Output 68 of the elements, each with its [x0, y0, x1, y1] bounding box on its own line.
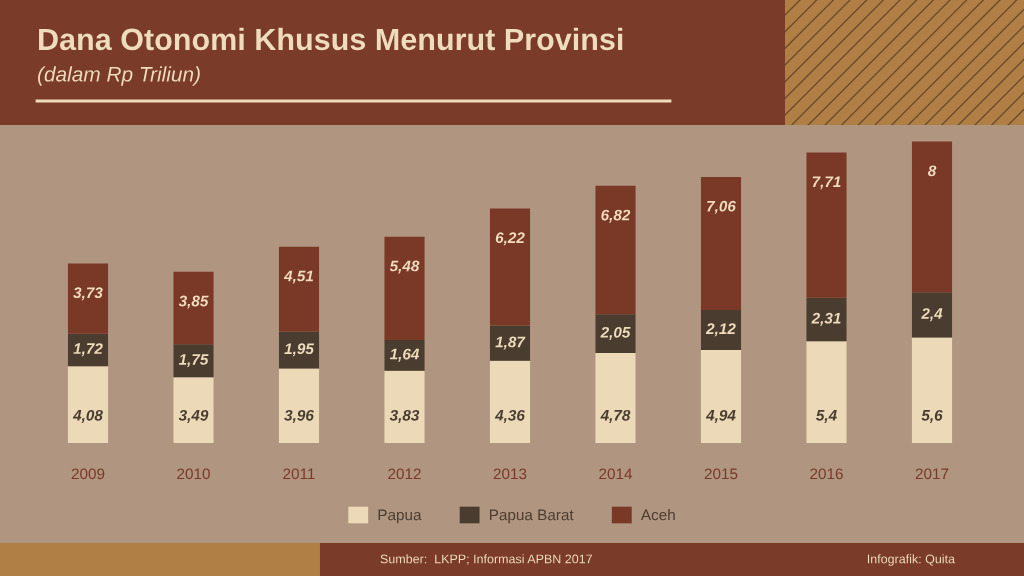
data-label: 1,95 [284, 343, 315, 357]
data-label: 1,75 [178, 354, 209, 368]
data-label: 6,82 [601, 209, 631, 223]
bar [700, 176, 742, 310]
bar [595, 185, 636, 315]
bar [806, 341, 847, 443]
data-label: 2,31 [811, 312, 841, 326]
legend-label: Papua [378, 509, 422, 524]
data-label: 3,96 [284, 409, 314, 423]
data-label: 4,08 [72, 409, 103, 423]
bar [700, 309, 742, 350]
legend-label: Aceh [640, 509, 675, 521]
legend-label: Papua Barat [489, 509, 574, 524]
bar [384, 339, 425, 371]
text: Infografik: Quita [867, 554, 956, 566]
data-label: 7,71 [812, 176, 841, 190]
bar [911, 292, 953, 338]
data-label: 2,12 [705, 323, 736, 337]
data-label: 2,05 [600, 326, 631, 340]
data-label: 1,72 [73, 343, 103, 357]
bar [911, 337, 953, 443]
data-label: 5,48 [389, 260, 420, 274]
x-tick-label: 2017 [915, 468, 949, 480]
bar [173, 271, 214, 345]
x-tick-label: 2010 [177, 468, 210, 480]
chart-title: Dana Otonomi Khusus Menurut Provinsi [39, 27, 623, 51]
data-label: 4,36 [494, 409, 525, 423]
data-label: 5,6 [921, 409, 943, 423]
data-label: 8 [927, 165, 937, 177]
bar [595, 352, 636, 443]
data-label: 3,73 [73, 287, 103, 301]
bar [173, 377, 214, 443]
bar [806, 297, 847, 342]
data-label: 4,78 [600, 409, 631, 423]
text: Sumber: LKPP; Informasi APBN 2017 [380, 554, 592, 565]
bar [806, 152, 847, 298]
data-label: 3,83 [389, 409, 420, 423]
data-label: 3,85 [178, 295, 209, 309]
data-label: 2,4 [921, 308, 943, 322]
data-label: 6,22 [495, 232, 525, 246]
data-label: 7,06 [707, 200, 736, 214]
bar [700, 349, 742, 443]
bar [384, 370, 425, 443]
x-tick-label: 2014 [599, 468, 633, 480]
bar [911, 141, 953, 293]
bar [595, 314, 636, 353]
bar [67, 366, 109, 443]
data-label: 5,4 [816, 410, 837, 423]
chart-subtitle: (dalam Rp Triliun) [37, 66, 200, 86]
x-tick-label: 2015 [704, 468, 738, 480]
bar [278, 368, 320, 443]
data-label: 3,49 [178, 409, 209, 423]
bar [67, 263, 109, 334]
bar [173, 344, 214, 378]
bar [384, 236, 425, 340]
bar [489, 360, 531, 443]
x-tick-label: 2012 [388, 468, 421, 480]
x-tick-label: 2009 [71, 468, 105, 480]
bar [489, 325, 531, 361]
bar [489, 208, 531, 326]
x-tick-label: 2013 [493, 468, 527, 480]
bar [278, 246, 320, 332]
data-label: 4,94 [705, 409, 736, 423]
data-label: 4,51 [283, 270, 314, 284]
x-tick-label: 2011 [283, 468, 315, 480]
x-tick-label: 2016 [810, 468, 843, 480]
data-label: 1,87 [495, 336, 526, 350]
data-label: 1,64 [389, 348, 420, 362]
